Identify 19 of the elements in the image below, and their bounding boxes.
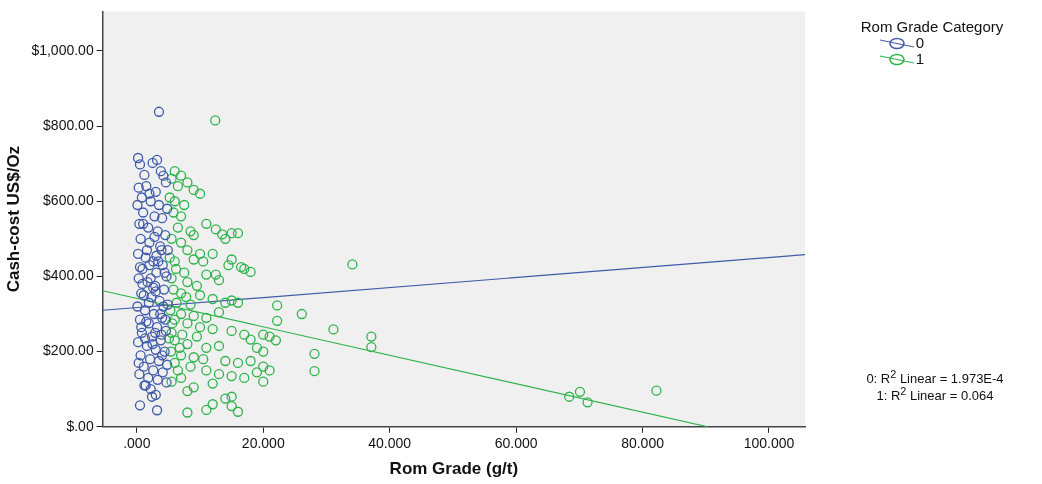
legend-label: 1 bbox=[915, 50, 925, 67]
x-tick-label: 80.000 bbox=[621, 435, 665, 452]
x-tick-label: 100.000 bbox=[743, 435, 795, 452]
x-axis-title: Rom Grade (g/t) bbox=[389, 459, 519, 479]
y-tick-label: $600.00 bbox=[43, 192, 94, 209]
legend-title: Rom Grade Category bbox=[859, 18, 1005, 35]
y-tick-label: $400.00 bbox=[43, 267, 94, 284]
text: 0: R$^{2}$ Linear = 1.973E-4 bbox=[865, 368, 1005, 387]
y-axis-title: Cash-cost US$/Oz bbox=[3, 145, 23, 293]
legend-label: 0 bbox=[915, 34, 925, 51]
x-tick-label: 20.000 bbox=[241, 435, 285, 452]
y-tick-label: $.00 bbox=[66, 417, 94, 434]
x-tick-label: 60.000 bbox=[494, 435, 538, 452]
x-tick-label: .000 bbox=[123, 435, 151, 452]
y-tick-label: $200.00 bbox=[43, 342, 94, 359]
y-tick-label: $800.00 bbox=[43, 116, 94, 133]
text: 1: R$^{2}$ Linear = 0.064 bbox=[875, 385, 995, 404]
y-tick-label: $1,000.00 bbox=[31, 41, 94, 58]
x-tick-label: 40.000 bbox=[368, 435, 412, 452]
